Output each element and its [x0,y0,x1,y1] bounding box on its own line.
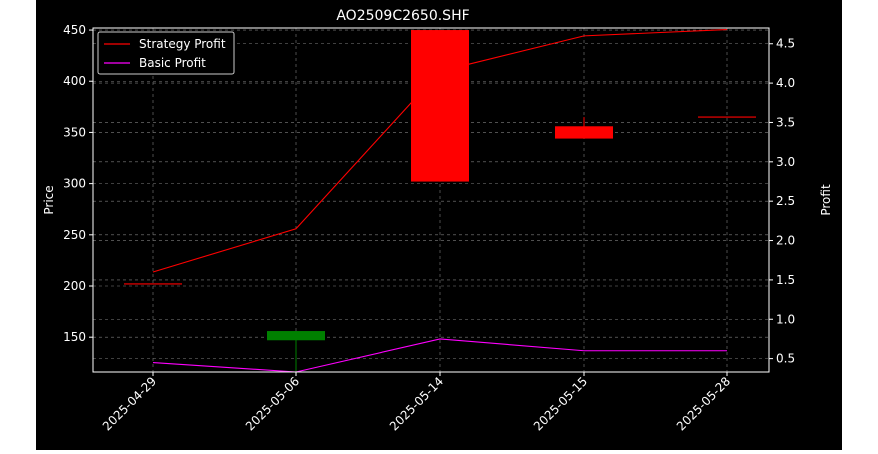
x-tick-label-2025-05-14: 2025-05-14 [387,374,446,433]
candle-body-2025-05-06 [267,331,325,341]
series-line-basic-profit [152,338,727,373]
left-tick-label-300: 300 [63,177,86,191]
right-tick-label-2: 2.0 [776,234,795,248]
x-tick-label-2025-05-15: 2025-05-15 [531,374,590,433]
chart-figure: AO2509C2650.SHF 150 200 250 300 350 400 450 0.… [36,0,842,450]
series-line-strategy-profit [152,29,728,273]
chart-title: AO2509C2650.SHF [336,8,469,24]
legend-label-basic-profit: Basic Profit [139,56,206,70]
right-tick-label-0.5: 0.5 [776,352,795,366]
left-tick-label-200: 200 [63,279,86,293]
right-tick-label-3.5: 3.5 [776,115,795,129]
x-tick-label-2025-04-29: 2025-04-29 [100,374,159,433]
legend: Strategy Profit Basic Profit [97,31,235,75]
left-axis: 150 200 250 300 350 400 450 [63,23,93,344]
right-axis: 0.5 1.0 1.5 2.0 2.5 3.0 3.5 4.0 4.5 [769,37,795,366]
left-tick-label-150: 150 [63,330,86,344]
legend-label-strategy-profit: Strategy Profit [139,37,226,51]
chart-svg: AO2509C2650.SHF 150 200 250 300 350 400 450 0.… [42,8,833,433]
candles [124,30,756,371]
plot-frame [92,27,770,373]
right-tick-label-1: 1.0 [776,312,795,326]
left-tick-label-350: 350 [63,125,86,139]
x-tick-label-2025-05-28: 2025-05-28 [674,374,733,433]
candle-body-2025-05-14 [411,30,469,182]
left-axis-label: Price [42,185,56,214]
profit-lines [152,29,728,373]
x-tick-label-2025-05-06: 2025-05-06 [243,374,302,433]
left-tick-label-400: 400 [63,74,86,88]
right-tick-label-4: 4.0 [776,76,795,90]
left-tick-label-450: 450 [63,23,86,37]
right-axis-label: Profit [819,184,833,216]
right-tick-label-1.5: 1.5 [776,273,795,287]
legend-box [97,31,235,75]
x-axis: 2025-04-29 2025-05-06 2025-05-14 2025-05-15… [100,372,733,433]
candle-body-2025-05-15 [555,126,613,139]
right-tick-label-3: 3.0 [776,155,795,169]
right-tick-label-4.5: 4.5 [776,37,795,51]
right-tick-label-2.5: 2.5 [776,194,795,208]
left-tick-label-250: 250 [63,228,86,242]
